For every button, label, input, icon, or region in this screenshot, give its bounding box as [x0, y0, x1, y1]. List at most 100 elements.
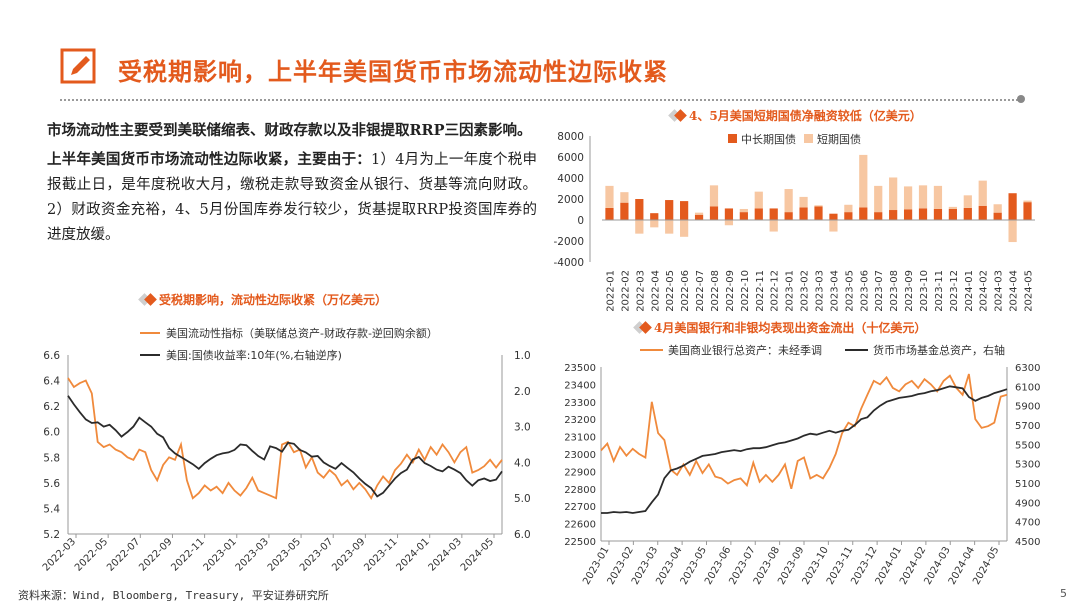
- x-tick-label: 2024-01: [964, 270, 975, 312]
- bar-long-term: [993, 212, 1002, 220]
- y-tick-label: 5.6: [43, 478, 60, 490]
- chart-title-treasury-text: 4、5月美国短期国债净融资较低（亿美元）: [689, 109, 922, 123]
- bar-long-term: [1008, 193, 1017, 220]
- x-tick-label: 2023-03: [815, 270, 826, 312]
- y-tick-label: 8000: [557, 131, 584, 143]
- series-line-yield: [67, 395, 503, 498]
- intro-text: 市场流动性主要受到美联储缩表、财政存款以及非银提取RRP三因素影响。 上半年美国…: [47, 118, 537, 252]
- intro-para-1: 市场流动性主要受到美联储缩表、财政存款以及非银提取RRP三因素影响。: [47, 122, 532, 139]
- intro-para-2-lead: 上半年美国货币市场流动性边际收紧，主要由于：: [47, 151, 372, 168]
- chart-title-bank-mmf: 4月美国银行和非银均表现出资金流出（十亿美元）: [633, 319, 926, 336]
- intro-para-2-body: 1）4月为上一年度个税申报截止日，是年度税收大月，缴税走款导致资金从银行、货基等…: [47, 152, 537, 243]
- x-tick-label: 2022-04: [650, 270, 661, 312]
- bar-long-term: [889, 210, 898, 220]
- y2-tick-label: 4900: [1015, 498, 1040, 509]
- bar-long-term: [859, 207, 868, 220]
- bar-long-term: [874, 212, 883, 220]
- x-tick-label: 2022-10: [740, 270, 751, 312]
- x-tick-label: 2023-02: [800, 270, 811, 312]
- bar-short-term: [859, 154, 868, 208]
- bar-short-term: [1023, 200, 1032, 203]
- x-tick-label: 2024-03: [994, 270, 1005, 312]
- y2-tick-label: 6.0: [514, 529, 531, 541]
- title-divider: [60, 99, 1022, 101]
- bar-short-term: [680, 220, 689, 237]
- bar-long-term: [1023, 202, 1032, 220]
- x-tick-label: 2022-05: [665, 270, 676, 312]
- y2-tick-label: 2.0: [514, 386, 531, 398]
- bar-long-term: [635, 199, 644, 220]
- bar-short-term: [963, 195, 972, 208]
- x-tick-label: 2023-10: [919, 270, 930, 312]
- y-tick-label: 22500: [564, 537, 596, 548]
- bar-short-term: [903, 186, 913, 210]
- y-tick-label: 23500: [564, 363, 596, 374]
- series-line-bank: [600, 373, 1008, 490]
- y-tick-label: 6.2: [43, 401, 60, 413]
- x-tick-label: 2024-03: [427, 536, 464, 573]
- bar-short-term: [635, 220, 644, 234]
- bar-long-term: [709, 206, 719, 220]
- bar-short-term: [874, 185, 883, 213]
- bar-long-term: [918, 208, 928, 220]
- y-tick-label: 0: [577, 215, 584, 227]
- bar-long-term: [978, 205, 987, 220]
- legend-label-yield: 美国:国债收益率:10年(%,右轴逆序): [166, 348, 342, 362]
- y2-tick-label: 6300: [1015, 363, 1040, 374]
- y-tick-label: 23400: [564, 380, 596, 391]
- y2-tick-label: 5900: [1015, 402, 1040, 413]
- chart-liquidity: 美国流动性指标（美联储总资产-财政存款-逆回购余额） 美国:国债收益率:10年(%…: [41, 326, 531, 574]
- bar-short-term: [1008, 220, 1017, 243]
- chart-bank-mmf: 美国商业银行总资产：未经季调 货币市场基金总资产，右轴 23500 23400 2330…: [564, 343, 1040, 587]
- bar-long-term: [814, 206, 823, 220]
- bar-short-term: [605, 185, 614, 208]
- x-tick-label: 2022-08: [710, 270, 721, 312]
- legend-swatch-short-term: [804, 134, 813, 143]
- bar-long-term: [933, 208, 943, 220]
- x-tick-label: 2023-07: [298, 536, 335, 573]
- x-tick-label: 2023-06: [859, 270, 870, 312]
- bar-short-term: [754, 191, 763, 209]
- y-tick-label: 23200: [564, 415, 596, 426]
- x-tick-label: 2023-01: [202, 536, 239, 573]
- y-tick-label: 5.8: [43, 452, 60, 464]
- chart-title-liquidity: 受税期影响，流动性边际收紧（万亿美元）: [138, 291, 388, 308]
- x-tick-label: 2023-08: [889, 270, 900, 312]
- y2-tick-label: 5500: [1015, 440, 1040, 451]
- x-tick-label: 2022-06: [680, 270, 691, 312]
- x-tick-label: 2023-04: [829, 270, 840, 312]
- x-tick-label: 2023-03: [234, 536, 271, 573]
- bar-short-term: [620, 192, 629, 203]
- bar-short-term: [769, 220, 778, 232]
- chart-treasury: 中长期国债 短期国债 8000 6000 4000 2000 0 -2000 -4000 2022…: [553, 131, 1035, 312]
- bar-long-term: [948, 208, 957, 220]
- edit-icon: [60, 48, 96, 84]
- page-number: 5: [1060, 587, 1067, 600]
- y-tick-label: 22900: [564, 467, 596, 478]
- source-note: 资料来源：Wind, Bloomberg, Treasury, 平安证券研究所: [18, 589, 329, 602]
- y-tick-label: 6.6: [43, 350, 60, 362]
- x-tick-label: 2022-02: [620, 270, 631, 312]
- x-tick-label: 2024-02: [979, 270, 990, 312]
- x-tick-label: 2022-01: [605, 270, 616, 312]
- intro-para-2: 上半年美国货币市场流动性边际收紧，主要由于：1）4月为上一年度个税申报截止日，是…: [47, 147, 537, 248]
- chart-title-treasury: 4、5月美国短期国债净融资较低（亿美元）: [668, 107, 922, 124]
- bar-long-term: [829, 213, 838, 220]
- bar-short-term: [978, 180, 987, 206]
- y-tick-label: 22800: [564, 485, 596, 496]
- x-tick-label: 2022-11: [169, 536, 206, 573]
- bar-long-term: [665, 200, 674, 220]
- x-tick-label: 2022-07: [105, 536, 142, 573]
- x-tick-label: 2022-11: [755, 270, 766, 312]
- y2-tick-label: 4700: [1015, 518, 1040, 529]
- bar-long-term: [784, 212, 793, 220]
- bar-short-term: [814, 205, 823, 207]
- y-tick-label: 6000: [557, 152, 584, 164]
- y2-tick-label: 1.0: [514, 350, 531, 362]
- bar-short-term: [948, 206, 957, 209]
- bar-long-term: [605, 207, 614, 220]
- chart-title-liquidity-text: 受税期影响，流动性边际收紧（万亿美元）: [159, 293, 388, 307]
- x-tick-label: 2022-09: [725, 270, 736, 312]
- bar-short-term: [784, 189, 793, 213]
- y2-tick-label: 6100: [1015, 382, 1040, 393]
